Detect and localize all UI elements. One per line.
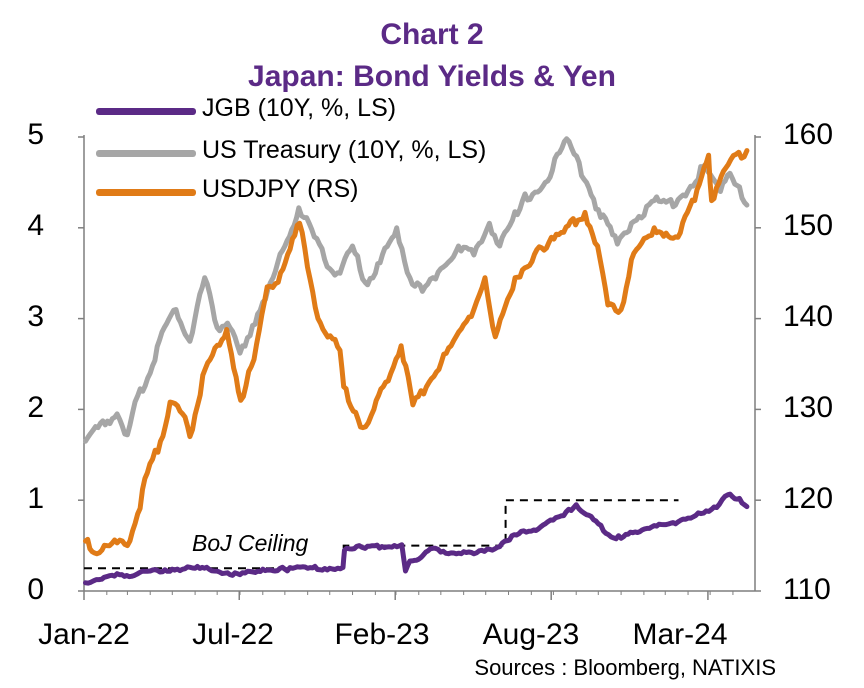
series-line-us-treasury [83, 136, 750, 444]
y-left-tick-5: 5 [27, 118, 44, 151]
legend-swatch-jgb [96, 108, 196, 115]
y-right-tick-140: 140 [783, 300, 834, 333]
legend-label-us-treasury: US Treasury (10Y, %, LS) [202, 136, 487, 164]
x-tick-jan-22: Jan-22 [38, 618, 130, 651]
x-tick-aug-23: Aug-23 [482, 618, 580, 651]
y-right-tick-120: 120 [783, 482, 834, 515]
source-note: Sources : Bloomberg, NATIXIS [474, 655, 776, 680]
x-tick-feb-23: Feb-23 [334, 618, 430, 651]
y-right-tick-110: 110 [783, 573, 831, 606]
boj-ceiling-label: BoJ Ceiling [192, 530, 309, 556]
y-left-tick-1: 1 [27, 482, 44, 515]
y-left-tick-0: 0 [27, 573, 44, 606]
chart-subtitle: Japan: Bond Yields & Yen [248, 60, 616, 93]
y-left-tick-3: 3 [27, 300, 44, 333]
y-right-tick-160: 160 [783, 118, 834, 151]
legend-swatch-usdjpy [96, 189, 196, 196]
y-right-tick-130: 130 [783, 391, 834, 424]
legend-swatch-us-treasury [96, 150, 196, 157]
x-tick-mar-24: Mar-24 [632, 618, 728, 651]
legend-label-usdjpy: USDJPY (RS) [202, 175, 359, 203]
y-right-tick-150: 150 [783, 209, 834, 242]
legend-label-jgb: JGB (10Y, %, LS) [202, 94, 397, 122]
series-line-usdjpy [83, 148, 750, 557]
boj-ceiling-line [84, 499, 679, 570]
series-line-jgb [83, 491, 750, 586]
y-left-tick-2: 2 [27, 391, 44, 424]
chart-title: Chart 2 [380, 18, 484, 51]
x-tick-jul-22: Jul-22 [192, 618, 274, 651]
y-left-tick-4: 4 [27, 209, 44, 242]
